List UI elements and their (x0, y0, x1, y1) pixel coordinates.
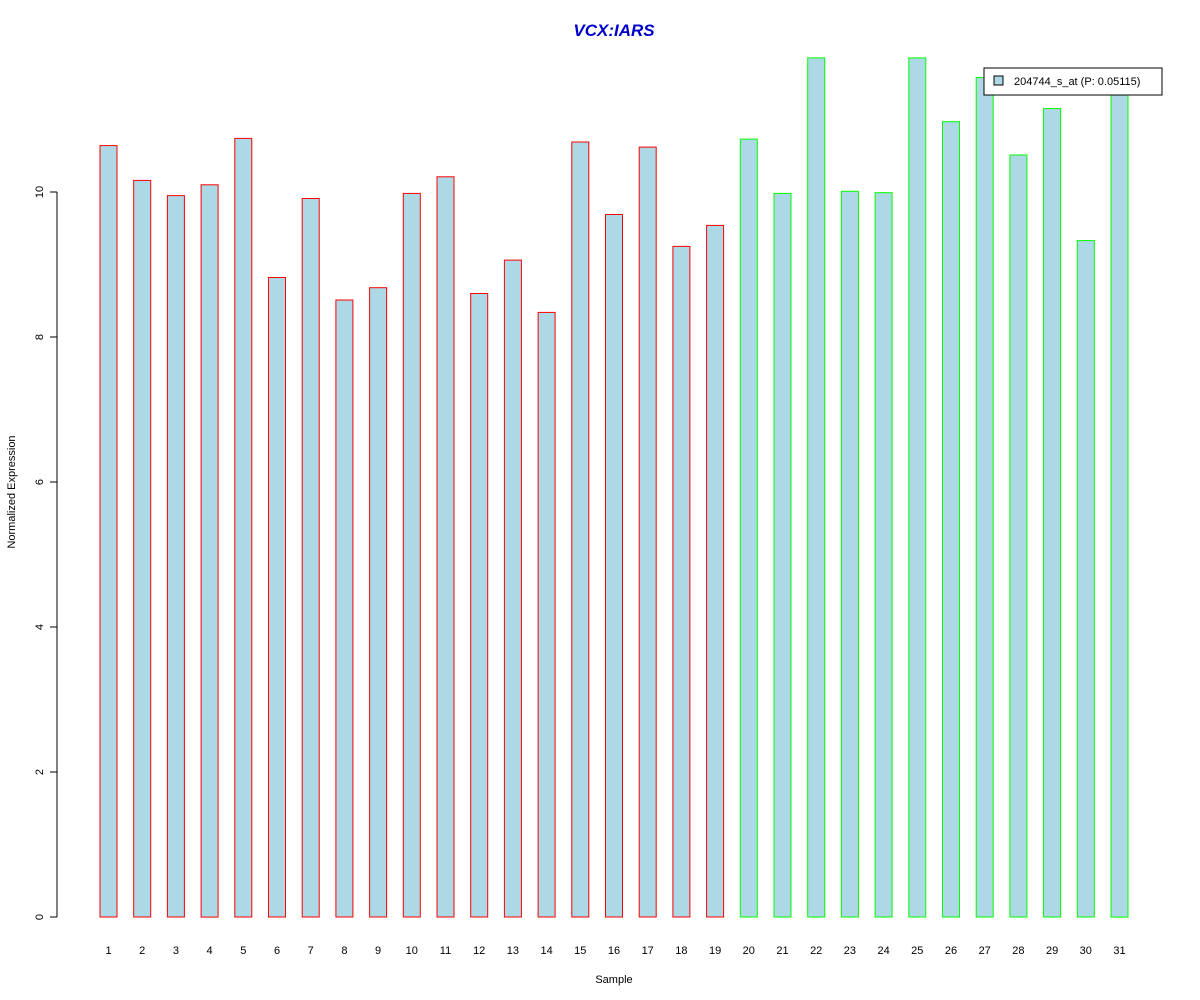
y-tick-label: 10 (34, 186, 46, 198)
chart-title: VCX:IARS (573, 21, 655, 40)
bar-sample-22 (807, 57, 826, 918)
x-axis-ticks: 1 2 3 4 5 6 7 8 9 10 11 12 13 14 15 16 17 18 19 20 21 22 23 24 2… (105, 945, 1125, 957)
x-tick-label: 9 (375, 945, 381, 957)
bar-sample-16 (605, 214, 623, 918)
x-tick-label: 28 (1012, 945, 1024, 957)
bar-sample-25 (908, 57, 927, 918)
y-tick-label: 4 (34, 624, 46, 630)
x-tick-label: 3 (173, 945, 179, 957)
x-tick-label: 22 (810, 945, 822, 957)
y-axis-label: Normalized Expression (6, 435, 18, 548)
x-tick-label: 7 (308, 945, 314, 957)
bar-sample-5 (234, 137, 253, 918)
x-tick-label: 27 (979, 945, 991, 957)
x-tick-label: 31 (1113, 945, 1125, 957)
bar-sample-12 (470, 293, 489, 918)
x-tick-label: 21 (776, 945, 788, 957)
bar-sample-24 (874, 192, 893, 918)
bar-sample-30 (1076, 240, 1095, 918)
bar-sample-2 (133, 179, 152, 918)
bar-sample-21 (773, 192, 792, 918)
bar-sample-10 (402, 192, 421, 918)
bar-sample-29 (1043, 108, 1062, 918)
bar-sample-18 (672, 245, 691, 918)
x-tick-label: 19 (709, 945, 721, 957)
legend: 204744_s_at (P: 0.05115) (983, 67, 1163, 96)
bar-sample-19 (706, 224, 725, 918)
x-tick-label: 5 (240, 945, 246, 957)
x-tick-label: 14 (540, 945, 552, 957)
x-tick-label: 25 (911, 945, 923, 957)
bars (99, 57, 1129, 918)
x-tick-label: 18 (675, 945, 687, 957)
bar-sample-28 (1009, 154, 1028, 918)
x-tick-label: 13 (507, 945, 519, 957)
legend-swatch (993, 75, 1004, 86)
bar-sample-13 (503, 259, 522, 918)
bar-sample-11 (436, 176, 455, 918)
x-tick-label: 17 (642, 945, 654, 957)
bar-sample-6 (268, 277, 286, 918)
x-tick-label: 8 (341, 945, 347, 957)
y-tick-label: 0 (34, 914, 46, 920)
x-tick-label: 29 (1046, 945, 1058, 957)
bar-sample-23 (840, 190, 859, 918)
bar-sample-9 (369, 287, 388, 918)
legend-label: 204744_s_at (P: 0.05115) (1014, 76, 1140, 88)
bar-sample-3 (166, 195, 185, 918)
bar-sample-20 (739, 138, 758, 918)
bar-sample-1 (99, 145, 118, 918)
x-tick-label: 20 (743, 945, 755, 957)
bar-sample-4 (200, 184, 219, 918)
x-tick-label: 30 (1080, 945, 1092, 957)
x-tick-label: 24 (877, 945, 889, 957)
x-tick-label: 1 (105, 945, 111, 957)
bar-sample-31 (1110, 82, 1129, 918)
y-tick-label: 2 (34, 769, 46, 775)
x-tick-label: 26 (945, 945, 957, 957)
x-tick-label: 23 (844, 945, 856, 957)
y-tick-label: 6 (34, 479, 46, 485)
bar-sample-7 (301, 198, 320, 918)
bar-sample-27 (975, 77, 994, 918)
x-tick-label: 2 (139, 945, 145, 957)
x-tick-label: 6 (274, 945, 280, 957)
x-tick-label: 15 (574, 945, 586, 957)
bar-sample-8 (335, 299, 354, 918)
x-tick-label: 12 (473, 945, 485, 957)
x-tick-label: 4 (207, 945, 213, 957)
bar-sample-14 (537, 311, 556, 918)
x-tick-label: 11 (440, 945, 451, 957)
bar-sample-17 (638, 146, 657, 918)
bar-sample-15 (571, 141, 590, 918)
y-tick-label: 8 (34, 334, 46, 340)
x-axis-label: Sample (595, 974, 632, 986)
legend-box (983, 67, 1163, 96)
x-tick-label: 16 (608, 945, 620, 957)
y-axis: 0 2 4 6 8 10 (34, 186, 58, 920)
x-tick-label: 10 (406, 945, 418, 957)
bar-sample-26 (942, 121, 960, 918)
